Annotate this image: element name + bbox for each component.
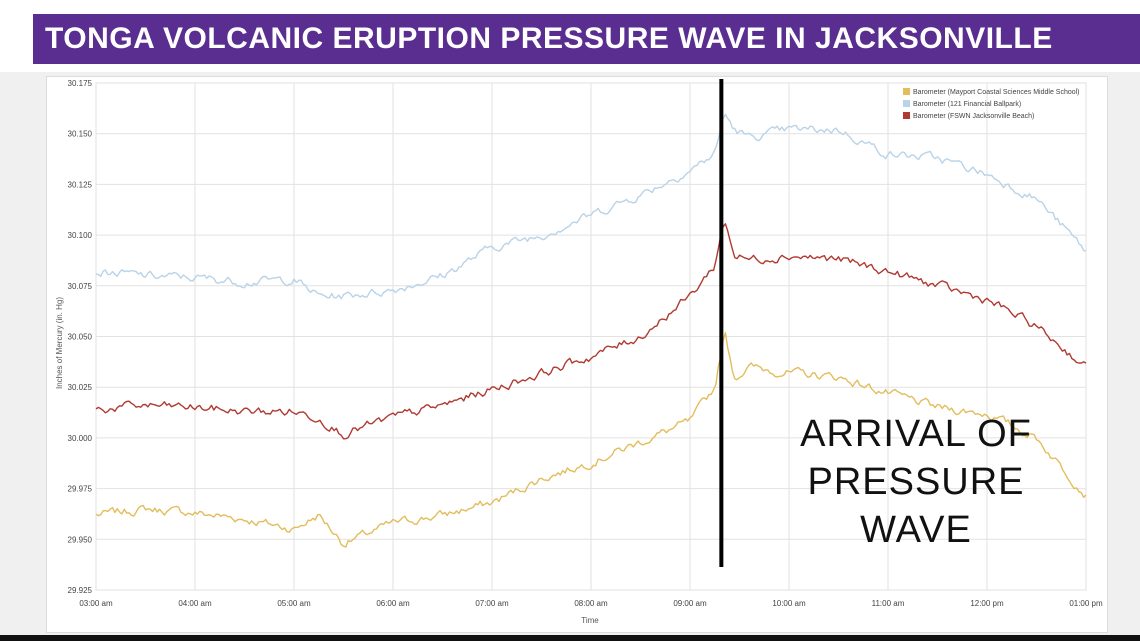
y-tick-label: 30.050 [68,333,93,342]
title-banner: TONGA VOLCANIC ERUPTION PRESSURE WAVE IN… [33,14,1140,64]
x-tick-label: 07:00 am [475,599,509,608]
bottom-bar [0,635,1140,641]
x-tick-label: 03:00 am [79,599,113,608]
y-tick-label: 29.975 [68,485,93,494]
arrival-annotation: ARRIVAL OF PRESSURE WAVE [746,410,1086,554]
y-tick-label: 29.950 [68,535,93,544]
y-tick-label: 30.150 [68,130,93,139]
legend-label-1: Barometer (Mayport Coastal Sciences Midd… [913,89,1080,96]
y-tick-label: 30.075 [68,282,93,291]
annotation-line-2: PRESSURE WAVE [807,461,1025,551]
x-tick-label: 11:00 am [872,599,905,608]
y-tick-label: 30.100 [68,231,93,240]
x-tick-label: 06:00 am [376,599,410,608]
x-tick-label: 05:00 am [277,599,311,608]
legend-label-2: Barometer (121 Financial Ballpark) [913,101,1021,108]
x-tick-label: 10:00 am [772,599,806,608]
legend-swatch-2 [903,100,910,107]
chart-legend: Barometer (Mayport Coastal Sciences Midd… [903,88,1080,120]
legend-swatch-1 [903,88,910,95]
series-line-2 [95,113,1087,300]
banner-title: TONGA VOLCANIC ERUPTION PRESSURE WAVE IN… [45,22,1053,55]
legend-swatch-3 [903,112,910,119]
y-tick-label: 30.125 [68,180,93,189]
series-lines [95,113,1087,548]
series-line-3 [95,223,1087,440]
x-tick-label: 12:00 pm [970,599,1004,608]
y-tick-label: 30.175 [68,79,93,88]
x-tick-label: 08:00 am [574,599,608,608]
y-tick-label: 29.925 [68,586,93,595]
y-tick-label: 30.000 [68,434,93,443]
x-tick-label: 04:00 am [178,599,212,608]
x-tick-label: 09:00 am [673,599,707,608]
x-tick-labels: 03:00 am 04:00 am 05:00 am 06:00 am 07:00 am… [79,599,1103,608]
legend-label-3: Barometer (FSWN Jacksonville Beach) [913,113,1034,120]
y-tick-labels: 30.175 30.150 30.125 30.100 30.075 30.050 30.0… [68,79,93,595]
y-axis-label: Inches of Mercury (in. Hg) [55,297,64,389]
y-tick-label: 30.025 [68,383,93,392]
chart-grid [95,82,1087,591]
x-tick-label: 01:00 pm [1069,599,1103,608]
x-axis-label: Time [581,616,599,625]
series-line-1 [95,332,1087,548]
annotation-line-1: ARRIVAL OF [800,413,1032,455]
